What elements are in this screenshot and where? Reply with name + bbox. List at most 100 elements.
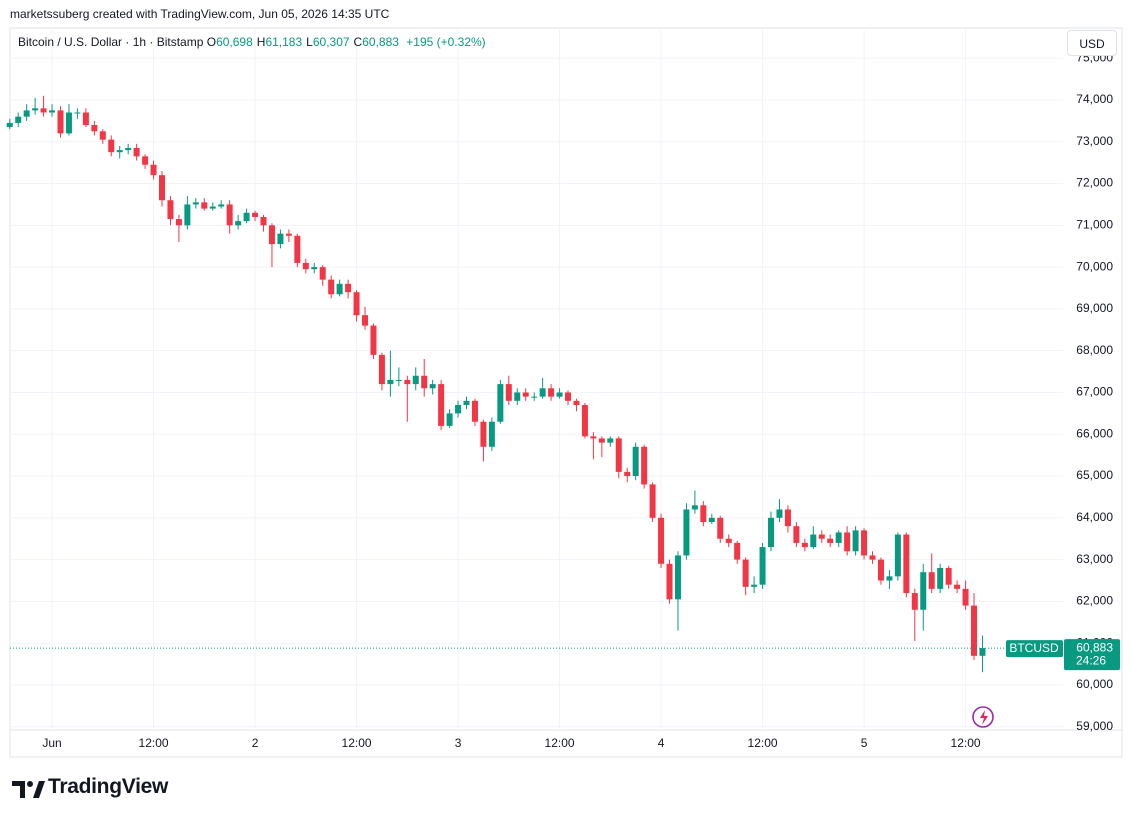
candle-body [226, 204, 233, 226]
candle-body [184, 204, 191, 226]
candle-body [285, 233, 292, 236]
x-tick-label: 4 [658, 736, 665, 750]
price-tag-text: 60,883 [1076, 640, 1113, 654]
candle-body [175, 219, 182, 226]
candle-body [319, 267, 326, 280]
candle-body [827, 538, 834, 543]
candle-body [209, 206, 216, 209]
candle-body [835, 532, 842, 543]
candle-body [607, 438, 614, 443]
y-tick-label: 74,000 [1076, 92, 1113, 106]
candle-body [708, 517, 715, 523]
candle-body [590, 436, 597, 439]
candle-body [962, 588, 969, 606]
candle-body [565, 392, 572, 401]
candle-body [463, 400, 470, 406]
legend-key: O [206, 35, 217, 49]
legend-key: H [256, 35, 266, 49]
candle-body [581, 405, 588, 437]
candle-body [311, 267, 318, 270]
legend-key: C [353, 35, 363, 49]
legend-value: 61,183 [265, 35, 303, 49]
candle-body [717, 517, 724, 539]
candle-body [793, 526, 800, 543]
candle-body [674, 555, 681, 600]
candle-body [658, 517, 665, 564]
candle-body [514, 392, 521, 401]
candle-body [32, 108, 39, 111]
y-tick-label: 66,000 [1076, 426, 1113, 440]
symbol-tag [1006, 640, 1063, 658]
candle-body [539, 388, 546, 397]
symbol-tag-text: BTCUSD [1009, 641, 1059, 655]
candle-body [598, 438, 605, 443]
legend-value: 60,698 [216, 35, 253, 49]
assistant-icon[interactable] [972, 706, 994, 728]
candle-body [666, 563, 673, 600]
candle-body [387, 379, 394, 385]
candle-body [150, 164, 157, 176]
candle-body [861, 530, 868, 556]
candle-body [920, 572, 927, 610]
candle-body [192, 202, 199, 205]
y-tick-label: 67,000 [1076, 385, 1113, 399]
candle-body [302, 262, 309, 270]
candle-body [573, 400, 580, 406]
candle-body [751, 584, 758, 587]
candle-body [801, 542, 808, 548]
countdown-text: 24:26 [1076, 653, 1106, 667]
candle-body [531, 396, 538, 398]
axes: 59,00060,00061,00062,00063,00064,00065,0… [42, 50, 1120, 750]
legend-key: L [306, 35, 313, 49]
candle-body [218, 204, 225, 207]
candle-body [615, 438, 622, 472]
y-tick-label: 60,000 [1076, 677, 1113, 691]
y-tick-label: 59,000 [1076, 719, 1113, 733]
currency-button[interactable]: USD [1067, 30, 1117, 56]
legend: Bitcoin / U.S. Dollar · 1h · Bitstamp O6… [18, 35, 490, 49]
candles [6, 95, 1063, 673]
y-tick-label: 64,000 [1076, 510, 1113, 524]
candle-body [556, 392, 563, 397]
y-tick-label: 63,000 [1076, 552, 1113, 566]
candle-body [480, 421, 487, 447]
candle-body [768, 517, 775, 548]
candle-body [294, 235, 301, 263]
candle-body [49, 110, 56, 113]
candle-body [260, 216, 267, 226]
candle-body [488, 421, 495, 447]
candle-body [877, 559, 884, 581]
candle-body [268, 225, 275, 245]
candle-body [6, 122, 13, 128]
candle-body [91, 125, 98, 132]
legend-value: 60,307 [312, 35, 350, 49]
y-tick-label: 70,000 [1076, 259, 1113, 273]
candle-body [700, 505, 707, 523]
price-tag [1064, 639, 1120, 671]
candle-body [505, 384, 512, 401]
candle-body [886, 576, 893, 581]
candle-body [201, 202, 208, 209]
candle-body [370, 325, 377, 355]
legend-value: 60,883 [362, 35, 399, 49]
x-tick-label: 12:00 [342, 736, 372, 750]
y-tick-label: 62,000 [1076, 594, 1113, 608]
x-tick-label: Jun [42, 736, 61, 750]
candle-body [903, 534, 910, 594]
credit: marketssuberg created with TradingView.c… [10, 7, 390, 21]
candle-body [116, 150, 123, 153]
x-tick-label: 12:00 [951, 736, 981, 750]
x-tick-label: 5 [861, 736, 868, 750]
candle-body [57, 110, 64, 134]
candle-body [412, 375, 419, 385]
candle-body [277, 233, 284, 245]
candle-body [438, 384, 445, 426]
candle-body [99, 131, 106, 140]
y-tick-label: 72,000 [1076, 176, 1113, 190]
candle-body [945, 567, 952, 585]
candle-body [142, 156, 149, 165]
candle-body [691, 505, 698, 510]
candle-body [742, 559, 749, 587]
